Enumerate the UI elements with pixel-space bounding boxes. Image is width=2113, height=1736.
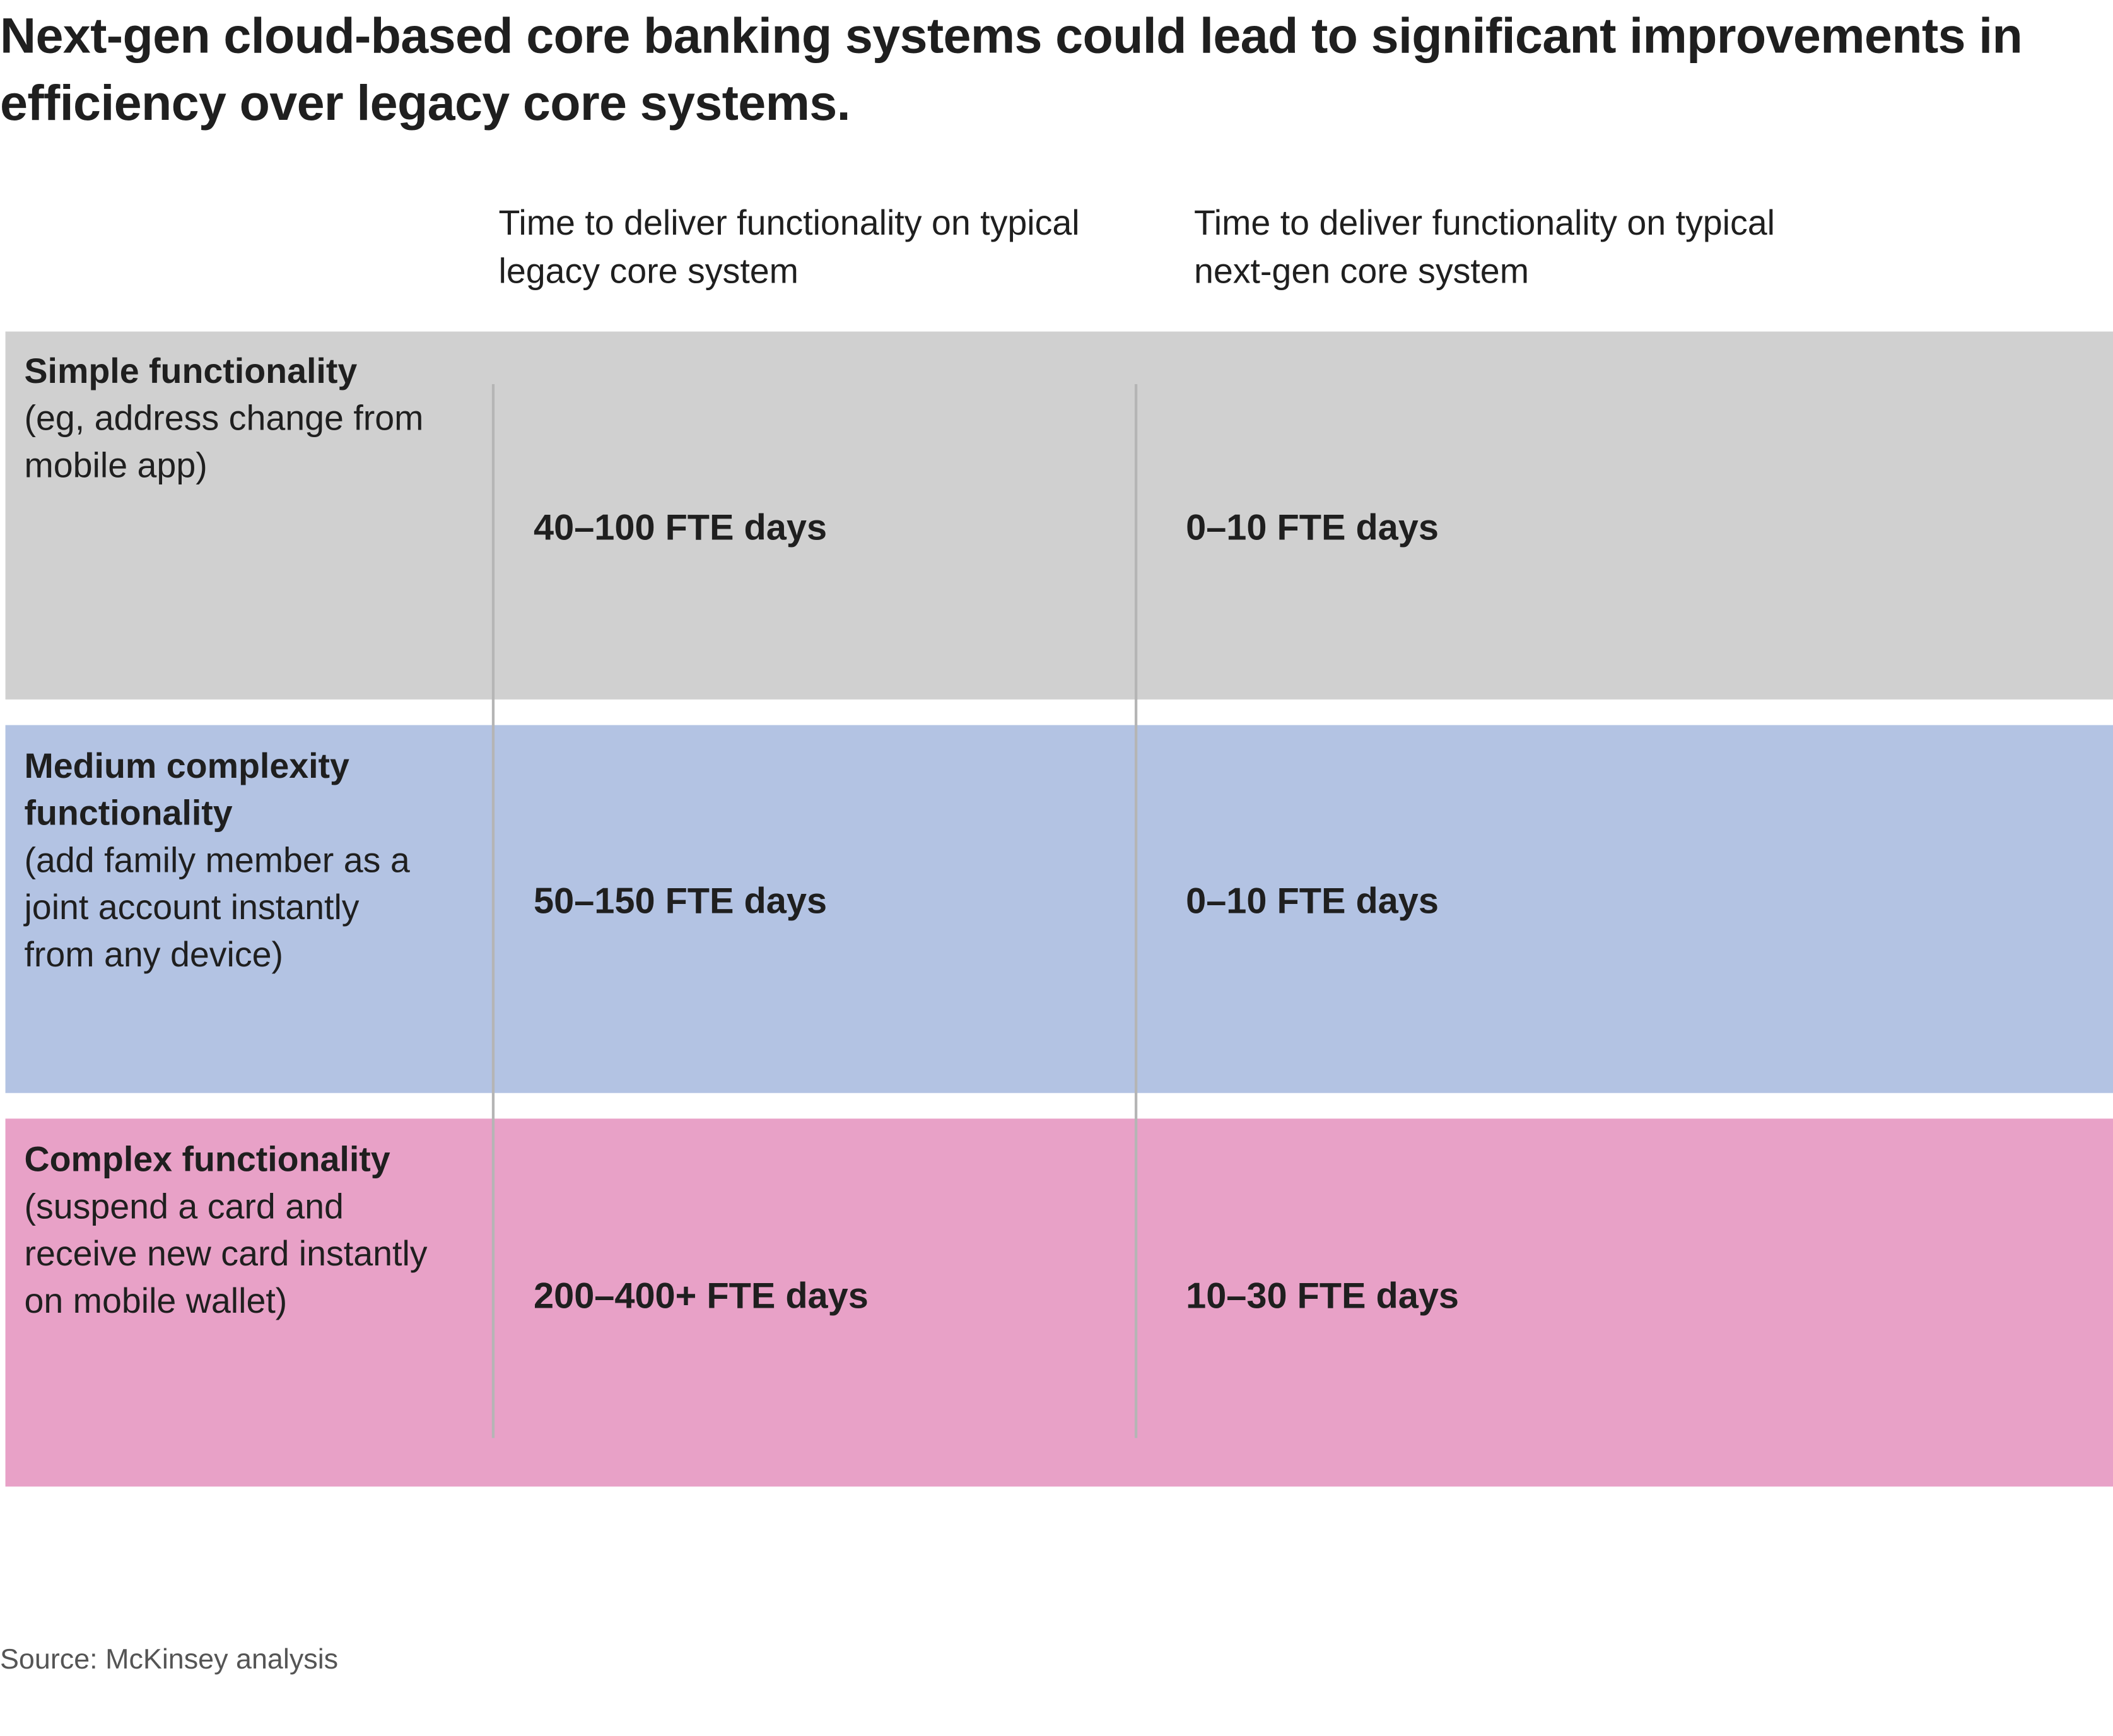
column-header: Time to deliver functionality on typical…	[1193, 202, 1776, 291]
source: Source: McKinsey analysis	[0, 1644, 339, 1675]
row-band	[5, 725, 2113, 1093]
legacy-value: 200–400+ FTE days	[534, 1276, 869, 1317]
row-description: (eg, address change from mobile app)	[24, 397, 424, 486]
row-name: Simple functionality	[24, 350, 358, 391]
next-gen-value: 10–30 FTE days	[1186, 1276, 1460, 1317]
column-header: Time to deliver functionality on typical…	[498, 202, 1080, 291]
legacy-value: 50–150 FTE days	[534, 881, 828, 922]
divider	[1134, 384, 1138, 1438]
divider	[491, 384, 495, 1438]
next-gen-value: 0–10 FTE days	[1186, 881, 1439, 922]
row-label: Medium complexity functionality (add fami…	[24, 742, 428, 978]
row-label: Simple functionality (eg, address change …	[24, 348, 428, 489]
row-label: Complex functionality (suspend a card and…	[24, 1136, 428, 1325]
row-name: Medium complexity functionality	[24, 745, 349, 833]
row-description: (add family member as a joint account in…	[24, 840, 410, 975]
row-name: Complex functionality	[24, 1139, 390, 1180]
next-gen-value: 0–10 FTE days	[1186, 507, 1439, 548]
row-description: (suspend a card and receive new card ins…	[24, 1186, 428, 1321]
row-band	[5, 1118, 2113, 1487]
title: Next-gen cloud-based core banking system…	[0, 8, 2023, 131]
legacy-value: 40–100 FTE days	[534, 507, 828, 548]
row-band	[5, 331, 2113, 700]
